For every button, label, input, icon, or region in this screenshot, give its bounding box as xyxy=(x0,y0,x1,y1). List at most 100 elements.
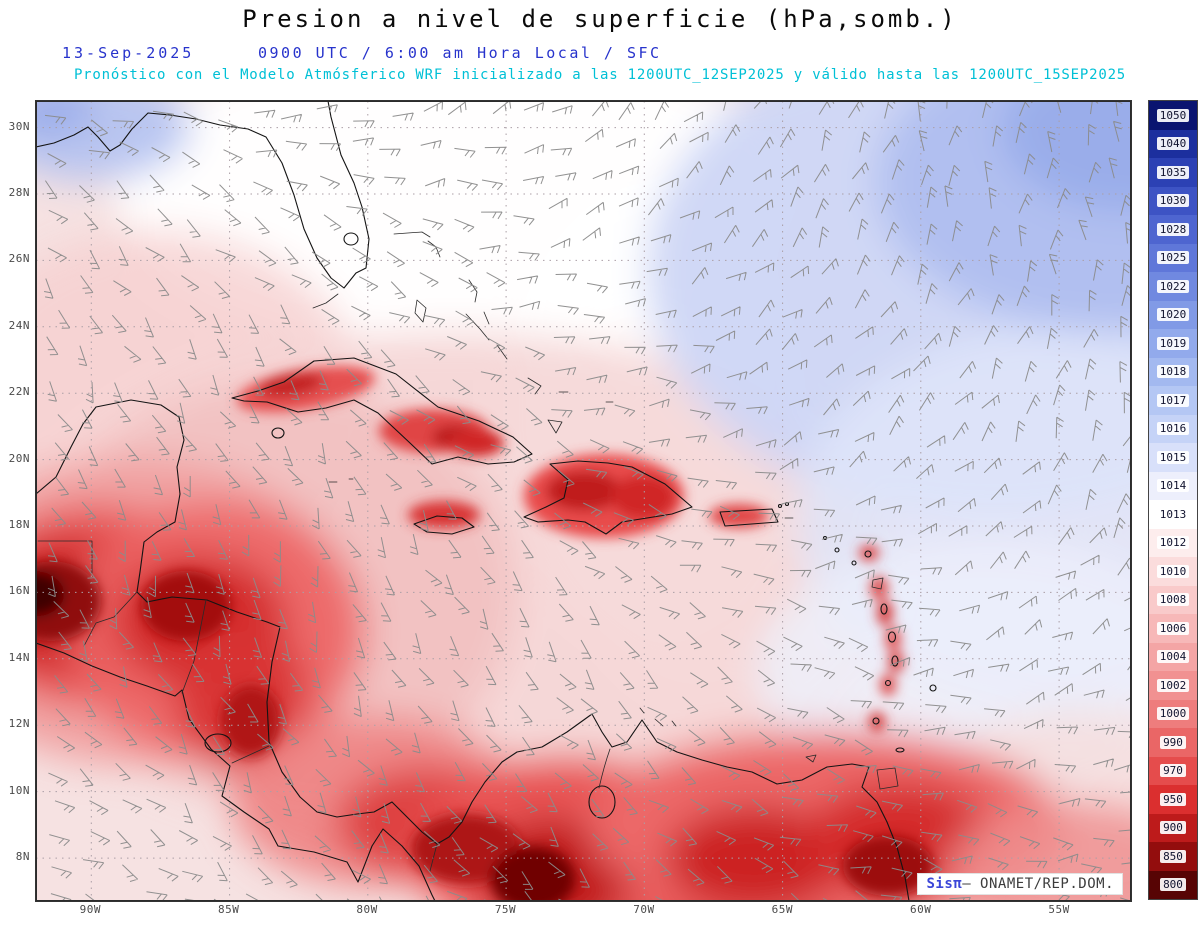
colorbar-level-label: 1019 xyxy=(1156,336,1190,350)
colorbar-segment: 1006 xyxy=(1149,614,1197,643)
lat-tick-label: 26N xyxy=(8,252,30,266)
lake-okeechobee xyxy=(343,232,359,246)
lesser-antilles-outlines xyxy=(639,517,899,790)
montserrat xyxy=(851,560,857,566)
colorbar-level-label: 1004 xyxy=(1156,650,1190,664)
jamaica xyxy=(413,515,475,535)
lat-tick-label: 18N xyxy=(8,518,30,531)
lon-axis: 90W 85W 80W 75W 70W 65W 60W 55W xyxy=(35,903,1130,921)
colorbar-level-label: 850 xyxy=(1160,849,1186,863)
border-honduras-nicaragua xyxy=(181,599,207,694)
colorbar-level-label: 1012 xyxy=(1156,536,1190,550)
colorbar-level-label: 970 xyxy=(1160,764,1186,778)
florida-keys xyxy=(312,293,339,309)
chart-title: Presion a nivel de superficie (hPa,somb.… xyxy=(242,5,958,33)
colorbar-segment: 1015 xyxy=(1149,443,1197,472)
valid-hour-label: 0900 UTC / 6:00 am Hora Local / SFC xyxy=(258,44,662,62)
lon-tick-label: 90W xyxy=(79,903,101,916)
lon-tick-label: 60W xyxy=(910,903,932,916)
colorbar-level-label: 1002 xyxy=(1156,678,1190,692)
colorbar-segment: 1025 xyxy=(1149,243,1197,272)
pressure-map-svg xyxy=(36,101,1131,901)
forecast-model-line: Pronóstico con el Modelo Atmósferico WRF… xyxy=(73,67,1127,83)
colorbar-level-label: 1040 xyxy=(1156,137,1190,151)
lon-tick-label: 80W xyxy=(356,903,378,916)
colorbar-level-label: 1013 xyxy=(1156,507,1190,521)
lat-axis: 30N 28N 26N 24N 22N 20N 18N 16N 14N 12N 10N 8N xyxy=(2,100,32,900)
colorbar-segment: 1030 xyxy=(1149,186,1197,215)
watermark-org: — ONAMET/REP.DOM. xyxy=(962,876,1114,892)
puerto-rico xyxy=(719,508,779,527)
border-panama-colombia xyxy=(429,843,438,872)
colorbar-segment: 1012 xyxy=(1149,528,1197,557)
lon-tick-label: 85W xyxy=(218,903,240,916)
st-lucia xyxy=(891,655,899,667)
colorbar-level-label: 1014 xyxy=(1156,479,1190,493)
cuba xyxy=(231,357,533,465)
dominica xyxy=(880,603,888,615)
colorbar-segment: 1022 xyxy=(1149,272,1197,301)
isle-of-youth xyxy=(271,427,285,439)
colorbar-segment: 1050 xyxy=(1149,101,1197,130)
colorbar-segment: 1018 xyxy=(1149,357,1197,386)
colorbar-level-label: 1030 xyxy=(1156,194,1190,208)
lat-tick-label: 28N xyxy=(8,186,30,199)
colorbar-segment: 1004 xyxy=(1149,642,1197,671)
martinique xyxy=(887,631,897,643)
antigua xyxy=(864,550,872,558)
colorbar-segment: 1017 xyxy=(1149,386,1197,415)
hispaniola xyxy=(523,460,693,535)
colorbar-level-label: 1000 xyxy=(1156,707,1190,721)
colorbar-segment: 1019 xyxy=(1149,329,1197,358)
barbados xyxy=(929,684,937,692)
colorbar-level-label: 1025 xyxy=(1156,251,1190,265)
wind-barb-strokes xyxy=(44,101,1131,901)
colorbar-segment: 1010 xyxy=(1149,557,1197,586)
colorbar-level-label: 1050 xyxy=(1156,108,1190,122)
watermark-brand: Sisπ xyxy=(926,876,963,892)
lat-tick-label: 8N xyxy=(15,850,30,863)
lon-tick-label: 70W xyxy=(633,903,655,916)
st-vincent xyxy=(884,679,892,687)
lat-tick-label: 20N xyxy=(8,451,30,465)
colorbar-segment: 900 xyxy=(1149,813,1197,842)
colorbar-segment: 1040 xyxy=(1149,129,1197,158)
colorbar-segment: 850 xyxy=(1149,842,1197,871)
colorbar: 1050 1040 1035 1030 1028 1025 1022 1020 1019 1018… xyxy=(1148,100,1198,900)
colorbar-level-label: 1022 xyxy=(1156,279,1190,293)
colorbar-segment: 1008 xyxy=(1149,585,1197,614)
colorbar-level-label: 1017 xyxy=(1156,393,1190,407)
lon-tick-label: 65W xyxy=(771,903,793,916)
caribbean-mainland-coast xyxy=(36,399,910,901)
lon-tick-label: 75W xyxy=(494,903,517,916)
border-mexico-guatemala xyxy=(37,540,93,574)
lat-tick-label: 12N xyxy=(8,717,30,731)
grenada xyxy=(872,717,880,725)
border-nicaragua-costa-rica xyxy=(231,745,270,764)
colorbar-segment: 990 xyxy=(1149,728,1197,757)
colorbar-segment: 1002 xyxy=(1149,671,1197,700)
watermark-badge: Sisπ— ONAMET/REP.DOM. xyxy=(917,873,1123,895)
lat-tick-label: 14N xyxy=(8,650,30,664)
lake-nicaragua xyxy=(204,733,232,753)
border-guatemala-honduras xyxy=(83,591,138,647)
colorbar-segment: 950 xyxy=(1149,785,1197,814)
pacific-coast xyxy=(36,642,436,901)
colorbar-level-label: 1028 xyxy=(1156,222,1190,236)
tobago xyxy=(895,747,905,753)
colorbar-level-label: 1018 xyxy=(1156,365,1190,379)
colorbar-level-label: 1035 xyxy=(1156,165,1190,179)
lon-tick-label: 55W xyxy=(1048,903,1070,916)
lat-tick-label: 10N xyxy=(8,783,30,797)
colorbar-level-label: 1008 xyxy=(1156,593,1190,607)
lat-tick-label: 22N xyxy=(8,385,30,399)
valid-date-label: 13-Sep-2025 xyxy=(62,44,195,62)
maracaibo-strait xyxy=(598,748,611,789)
colorbar-segment: 1000 xyxy=(1149,699,1197,728)
colorbar-level-label: 1020 xyxy=(1156,308,1190,322)
colorbar-segment: 1028 xyxy=(1149,215,1197,244)
colorbar-level-label: 1006 xyxy=(1156,621,1190,635)
lake-maracaibo xyxy=(588,785,616,819)
colorbar-segment: 1020 xyxy=(1149,300,1197,329)
